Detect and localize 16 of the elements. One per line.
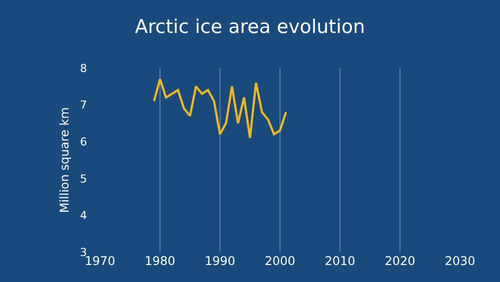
y-axis-title: Million square km (57, 107, 72, 213)
y-tick-label: 6 (80, 135, 87, 148)
x-tick-label: 1980 (144, 254, 176, 268)
x-tick-label: 2020 (384, 254, 416, 268)
line-series (152, 78, 288, 140)
y-tick-label: 8 (80, 62, 87, 75)
x-tick-label: 2000 (264, 254, 296, 268)
x-tick-label: 2030 (444, 254, 476, 268)
y-tick-label: 7 (80, 98, 87, 112)
x-tick-label: 1970 (84, 254, 116, 268)
y-tick-label: 3 (80, 246, 87, 259)
y-tick-label: 4 (80, 209, 87, 222)
x-tick-label: 2010 (324, 254, 356, 268)
y-tick-label: 5 (80, 172, 87, 186)
chart-title: Arctic ice area evolution (134, 16, 366, 38)
x-tick-label: 1990 (204, 254, 236, 268)
